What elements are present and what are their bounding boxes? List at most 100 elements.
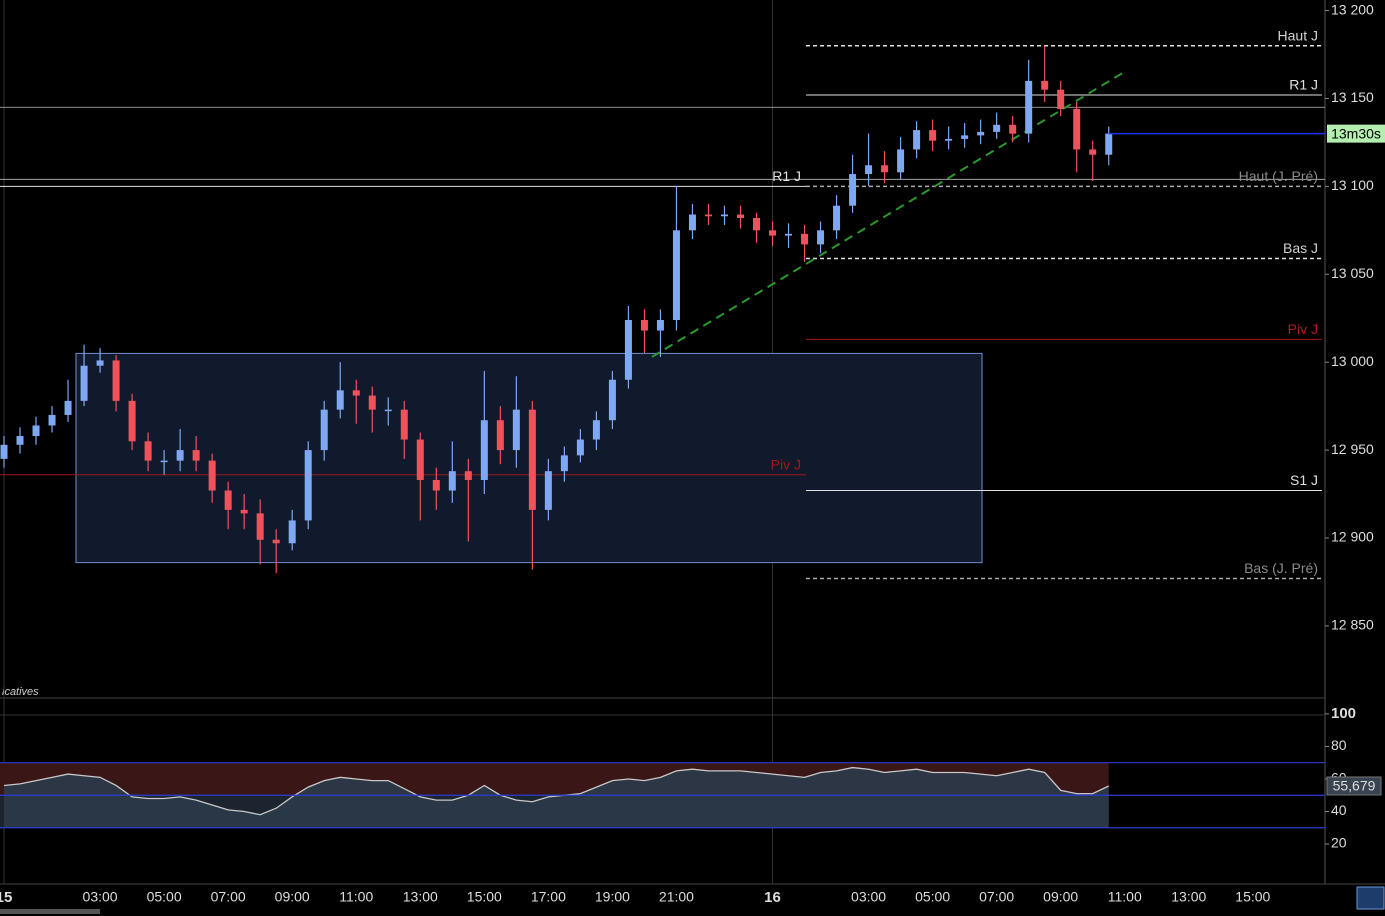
value-tag xyxy=(1326,776,1382,796)
candle-body xyxy=(560,455,568,472)
candle-body xyxy=(801,233,809,245)
candle-body xyxy=(80,365,88,401)
candle-body xyxy=(704,214,712,217)
panel-label: icatives xyxy=(2,686,39,698)
candle-body xyxy=(961,135,969,139)
y-tick-label: 13 100 xyxy=(1331,177,1374,193)
candle-body xyxy=(96,360,104,366)
indicator-tick-label: 100 xyxy=(1331,705,1356,722)
candle-body xyxy=(1105,133,1113,155)
candle-body xyxy=(785,233,793,236)
x-tick-label: 11:00 xyxy=(1108,889,1142,905)
candle-body xyxy=(817,230,825,245)
candle-body xyxy=(192,450,200,461)
x-tick-label: 21:00 xyxy=(659,889,694,905)
indicator-value: 55,679 xyxy=(1333,778,1376,794)
x-tick-label: 09:00 xyxy=(1043,889,1078,905)
candle-body xyxy=(1057,89,1065,110)
scroll-button[interactable] xyxy=(1356,886,1385,910)
candle-body xyxy=(240,509,248,514)
candle-body xyxy=(416,439,424,480)
candle-body xyxy=(1025,80,1033,134)
candle-body xyxy=(929,130,937,141)
level-label: Bas J xyxy=(1283,240,1318,256)
indicator-tick-label: 20 xyxy=(1331,835,1347,851)
candle-body xyxy=(304,450,312,521)
candle-body xyxy=(769,230,777,236)
candle-body xyxy=(208,460,216,491)
candle-body xyxy=(720,214,728,217)
x-tick-label: 15:00 xyxy=(467,889,502,905)
candle-body xyxy=(288,520,296,544)
trendline xyxy=(651,69,1128,358)
candle-body xyxy=(865,165,873,175)
candle-body xyxy=(544,471,552,510)
candle-body xyxy=(272,539,280,544)
candle-body xyxy=(464,471,472,480)
level-label: Haut (J. Pré) xyxy=(1239,168,1318,184)
candle-body xyxy=(672,230,680,320)
candle-body xyxy=(48,414,56,426)
candle-body xyxy=(1009,124,1017,134)
x-tick-label: 09:00 xyxy=(275,889,310,905)
candle-body xyxy=(993,124,1001,132)
x-tick-label: 07:00 xyxy=(979,889,1014,905)
x-tick-label: 17:00 xyxy=(531,889,566,905)
candle-body xyxy=(897,149,905,173)
candle-body xyxy=(256,513,264,540)
candle-body xyxy=(16,436,24,445)
candle-body xyxy=(640,319,648,331)
candle-body xyxy=(977,131,985,136)
y-tick-label: 13 000 xyxy=(1331,353,1374,369)
indicator-area xyxy=(4,767,1109,828)
candle-body xyxy=(432,479,440,491)
candle-body xyxy=(833,205,841,231)
candle-body xyxy=(736,214,744,219)
scrollbar[interactable] xyxy=(0,909,100,914)
x-tick-label: 11:00 xyxy=(339,889,373,905)
candle-body xyxy=(576,439,584,456)
candle-body xyxy=(753,218,761,231)
candle-body xyxy=(480,420,488,480)
candle-body xyxy=(1041,80,1049,90)
countdown-tag xyxy=(1327,124,1385,143)
y-tick-label: 13 200 xyxy=(1331,1,1374,17)
level-label: R1 J xyxy=(772,168,801,184)
x-tick-label: 16 xyxy=(764,889,781,906)
candle-body xyxy=(336,390,344,410)
candle-body xyxy=(913,130,921,150)
candle-body xyxy=(528,409,536,510)
candle-body xyxy=(945,138,953,141)
level-label: Piv J xyxy=(1288,321,1318,337)
x-tick-label: 19:00 xyxy=(595,889,630,905)
candle-body xyxy=(496,420,504,451)
x-tick-label: 15 xyxy=(0,889,12,906)
x-tick-label: 13:00 xyxy=(1171,889,1206,905)
level-label: R1 J xyxy=(1289,77,1318,93)
x-tick-label: 15:00 xyxy=(1235,889,1270,905)
indicator-tick-label: 40 xyxy=(1331,802,1347,818)
x-tick-label: 05:00 xyxy=(147,889,182,905)
candle-body xyxy=(160,460,168,463)
candle-body xyxy=(849,174,857,206)
y-tick-label: 12 850 xyxy=(1331,617,1374,633)
x-tick-label: 03:00 xyxy=(851,889,886,905)
candle-body xyxy=(224,490,232,510)
x-tick-label: 13:00 xyxy=(403,889,438,905)
candle-body xyxy=(0,444,8,459)
y-tick-label: 13 050 xyxy=(1331,265,1374,281)
level-label: S1 J xyxy=(1290,472,1318,488)
candle-body xyxy=(128,400,136,442)
candle-body xyxy=(384,409,392,412)
candle-body xyxy=(1073,109,1081,150)
countdown: 13m30s xyxy=(1331,125,1381,141)
candle-body xyxy=(64,400,72,415)
candle-body xyxy=(1089,149,1097,155)
candle-body xyxy=(688,214,696,231)
candle-body xyxy=(144,441,152,461)
candle-body xyxy=(32,425,40,437)
level-label: Haut J xyxy=(1278,27,1318,43)
y-tick-label: 13 150 xyxy=(1331,89,1374,105)
candle-body xyxy=(656,319,664,331)
